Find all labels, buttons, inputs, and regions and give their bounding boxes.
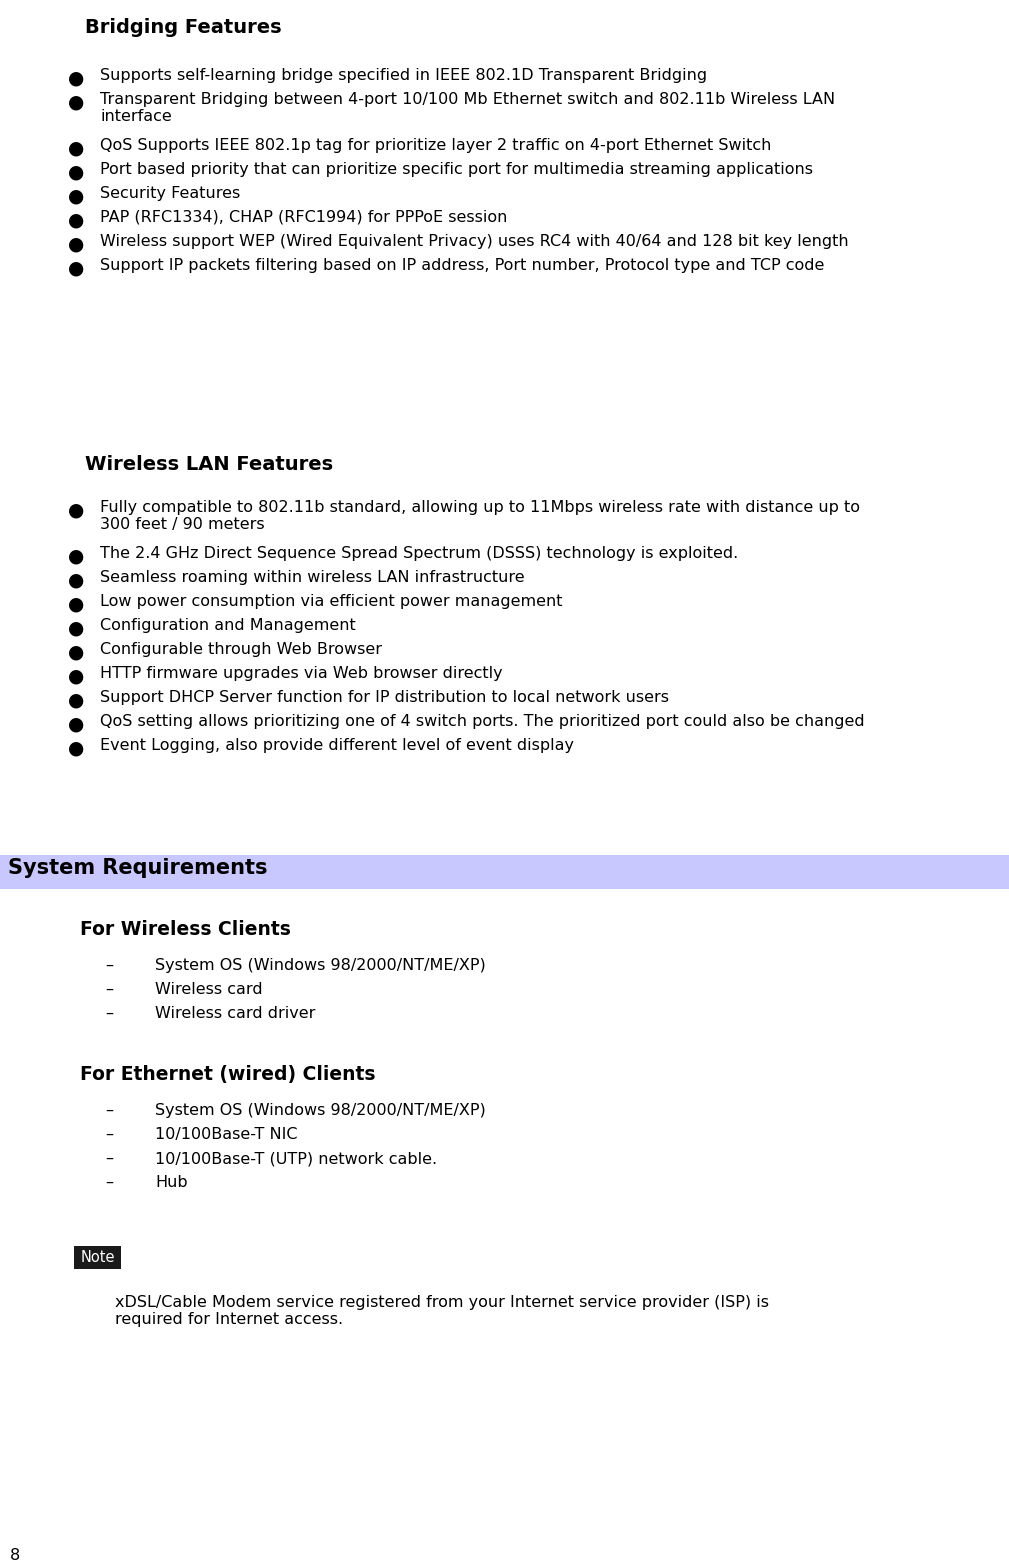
Text: QoS Supports IEEE 802.1p tag for prioritize layer 2 traffic on 4-port Ethernet S: QoS Supports IEEE 802.1p tag for priorit…	[100, 138, 771, 153]
Text: ●: ●	[68, 233, 85, 254]
Text: ●: ●	[68, 666, 85, 684]
Text: ●: ●	[68, 738, 85, 756]
Text: Transparent Bridging between 4-port 10/100 Mb Ethernet switch and 802.11b Wirele: Transparent Bridging between 4-port 10/1…	[100, 92, 835, 124]
Text: –: –	[105, 1151, 113, 1167]
Text: System OS (Windows 98/2000/NT/ME/XP): System OS (Windows 98/2000/NT/ME/XP)	[155, 1102, 485, 1118]
Text: Event Logging, also provide different level of event display: Event Logging, also provide different le…	[100, 738, 574, 753]
Text: Note: Note	[81, 1250, 115, 1265]
Text: System OS (Windows 98/2000/NT/ME/XP): System OS (Windows 98/2000/NT/ME/XP)	[155, 958, 485, 972]
Text: System Requirements: System Requirements	[8, 858, 267, 879]
Text: ●: ●	[68, 258, 85, 277]
Text: Hub: Hub	[155, 1174, 188, 1190]
Text: Seamless roaming within wireless LAN infrastructure: Seamless roaming within wireless LAN inf…	[100, 570, 525, 586]
Text: –: –	[105, 1128, 113, 1142]
Text: ●: ●	[68, 210, 85, 229]
Text: 10/100Base-T (UTP) network cable.: 10/100Base-T (UTP) network cable.	[155, 1151, 437, 1167]
Text: Wireless support WEP (Wired Equivalent Privacy) uses RC4 with 40/64 and 128 bit : Wireless support WEP (Wired Equivalent P…	[100, 233, 849, 249]
Text: –: –	[105, 1005, 113, 1021]
Text: Support DHCP Server function for IP distribution to local network users: Support DHCP Server function for IP dist…	[100, 691, 669, 705]
Text: Wireless card driver: Wireless card driver	[155, 1005, 316, 1021]
Text: 8: 8	[10, 1549, 20, 1563]
Text: Port based priority that can prioritize specific port for multimedia streaming a: Port based priority that can prioritize …	[100, 161, 813, 177]
Text: The 2.4 GHz Direct Sequence Spread Spectrum (DSSS) technology is exploited.: The 2.4 GHz Direct Sequence Spread Spect…	[100, 547, 739, 561]
Text: HTTP firmware upgrades via Web browser directly: HTTP firmware upgrades via Web browser d…	[100, 666, 502, 681]
Text: Support IP packets filtering based on IP address, Port number, Protocol type and: Support IP packets filtering based on IP…	[100, 258, 824, 272]
Text: ●: ●	[68, 138, 85, 157]
Text: ●: ●	[68, 594, 85, 612]
Text: –: –	[105, 1102, 113, 1118]
Text: Security Features: Security Features	[100, 186, 240, 200]
Text: ●: ●	[68, 619, 85, 637]
Text: Low power consumption via efficient power management: Low power consumption via efficient powe…	[100, 594, 562, 609]
Text: Bridging Features: Bridging Features	[85, 17, 282, 38]
Text: –: –	[105, 958, 113, 972]
Text: ●: ●	[68, 92, 85, 111]
Text: ●: ●	[68, 570, 85, 589]
Text: ●: ●	[68, 714, 85, 733]
Text: 10/100Base-T NIC: 10/100Base-T NIC	[155, 1128, 298, 1142]
Text: –: –	[105, 1174, 113, 1190]
Text: For Wireless Clients: For Wireless Clients	[80, 919, 291, 940]
Text: ●: ●	[68, 500, 85, 518]
Text: For Ethernet (wired) Clients: For Ethernet (wired) Clients	[80, 1065, 375, 1084]
Text: Wireless LAN Features: Wireless LAN Features	[85, 456, 333, 474]
Text: Fully compatible to 802.11b standard, allowing up to 11Mbps wireless rate with d: Fully compatible to 802.11b standard, al…	[100, 500, 860, 532]
Text: –: –	[105, 982, 113, 998]
Text: xDSL/Cable Modem service registered from your Internet service provider (ISP) is: xDSL/Cable Modem service registered from…	[115, 1295, 769, 1328]
FancyBboxPatch shape	[0, 855, 1009, 889]
FancyBboxPatch shape	[74, 1247, 121, 1268]
Text: Configuration and Management: Configuration and Management	[100, 619, 356, 633]
Text: ●: ●	[68, 161, 85, 182]
Text: PAP (RFC1334), CHAP (RFC1994) for PPPoE session: PAP (RFC1334), CHAP (RFC1994) for PPPoE …	[100, 210, 508, 226]
Text: Configurable through Web Browser: Configurable through Web Browser	[100, 642, 382, 658]
Text: ●: ●	[68, 691, 85, 709]
Text: Supports self-learning bridge specified in IEEE 802.1D Transparent Bridging: Supports self-learning bridge specified …	[100, 67, 707, 83]
Text: ●: ●	[68, 642, 85, 661]
Text: ●: ●	[68, 547, 85, 565]
Text: ●: ●	[68, 67, 85, 88]
Text: Wireless card: Wireless card	[155, 982, 262, 998]
Text: ●: ●	[68, 186, 85, 205]
Text: QoS setting allows prioritizing one of 4 switch ports. The prioritized port coul: QoS setting allows prioritizing one of 4…	[100, 714, 865, 730]
